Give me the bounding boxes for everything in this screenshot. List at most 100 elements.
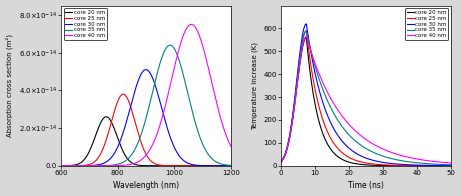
core 35 nm [219, 163, 224, 165]
core 20 nm [351, 162, 356, 164]
core 20 nm [426, 165, 432, 167]
core 40 nm [297, 59, 303, 62]
core 30 nm [343, 144, 349, 147]
core 40 nm [278, 161, 284, 163]
core 20 nm [297, 60, 303, 63]
core 40 nm [303, 35, 309, 38]
core 25 nm [351, 158, 356, 161]
core 25 nm [125, 99, 131, 101]
core 40 nm [219, 119, 224, 121]
Line: core 40 nm: core 40 nm [281, 36, 451, 163]
core 30 nm [125, 115, 131, 117]
core 35 nm [307, 47, 313, 49]
Line: core 30 nm: core 30 nm [281, 24, 451, 166]
core 25 nm [134, 125, 139, 128]
core 25 nm [85, 164, 91, 166]
core 35 nm [85, 165, 91, 167]
core 40 nm [343, 120, 349, 122]
core 35 nm [426, 163, 432, 165]
core 30 nm [307, 48, 313, 51]
core 35 nm [445, 163, 450, 166]
core 40 nm [239, 159, 244, 161]
core 30 nm [143, 68, 148, 71]
core 40 nm [85, 165, 91, 167]
core 20 nm [134, 163, 139, 166]
core 30 nm [303, 23, 309, 25]
core 35 nm [134, 145, 139, 148]
core 35 nm [297, 55, 303, 57]
core 25 nm [74, 164, 80, 167]
core 20 nm [278, 161, 284, 163]
core 25 nm [120, 93, 126, 95]
core 20 nm [74, 163, 80, 166]
core 35 nm [167, 44, 173, 46]
core 35 nm [239, 164, 244, 167]
core 35 nm [125, 158, 131, 160]
core 30 nm [448, 164, 454, 167]
core 20 nm [219, 165, 224, 167]
core 25 nm [239, 165, 244, 167]
core 25 nm [297, 55, 303, 57]
core 30 nm [426, 164, 432, 167]
core 25 nm [278, 161, 284, 163]
core 25 nm [426, 164, 432, 167]
core 40 nm [242, 161, 248, 163]
core 20 nm [307, 73, 313, 76]
X-axis label: Wavelength (nm): Wavelength (nm) [113, 181, 179, 191]
core 20 nm [343, 160, 349, 162]
core 25 nm [303, 30, 309, 32]
core 25 nm [53, 165, 58, 167]
core 35 nm [343, 130, 349, 133]
core 25 nm [448, 164, 454, 167]
core 25 nm [307, 61, 313, 63]
core 35 nm [448, 164, 454, 166]
core 20 nm [239, 165, 244, 167]
core 20 nm [242, 165, 248, 167]
core 40 nm [125, 164, 131, 166]
core 20 nm [303, 36, 309, 39]
core 40 nm [445, 162, 450, 164]
Legend: core 20 nm, core 25 nm, core 30 nm, core 35 nm, core 40 nm: core 20 nm, core 25 nm, core 30 nm, core… [405, 8, 448, 40]
Y-axis label: Temperature increase (K): Temperature increase (K) [251, 42, 258, 130]
core 25 nm [242, 165, 248, 167]
core 35 nm [242, 164, 248, 167]
core 40 nm [426, 160, 432, 162]
core 20 nm [53, 165, 58, 167]
core 30 nm [219, 165, 224, 167]
core 20 nm [125, 158, 131, 161]
core 40 nm [448, 162, 454, 164]
core 25 nm [219, 165, 224, 167]
core 40 nm [53, 165, 58, 167]
core 30 nm [134, 85, 139, 88]
core 35 nm [53, 165, 58, 167]
X-axis label: Time (ns): Time (ns) [348, 181, 384, 191]
core 40 nm [351, 128, 356, 130]
core 30 nm [445, 164, 450, 167]
Line: core 35 nm: core 35 nm [281, 31, 451, 165]
core 40 nm [189, 23, 194, 25]
Line: core 20 nm: core 20 nm [55, 117, 245, 166]
core 40 nm [134, 162, 139, 164]
core 40 nm [307, 48, 313, 51]
Line: core 20 nm: core 20 nm [281, 38, 451, 166]
Line: core 30 nm: core 30 nm [55, 70, 245, 166]
core 20 nm [103, 116, 109, 118]
core 25 nm [343, 154, 349, 157]
Legend: core 20 nm, core 25 nm, core 30 nm, core 35 nm, core 40 nm: core 20 nm, core 25 nm, core 30 nm, core… [64, 8, 106, 40]
Line: core 35 nm: core 35 nm [55, 45, 245, 166]
core 20 nm [448, 165, 454, 167]
core 30 nm [278, 161, 284, 163]
core 20 nm [445, 165, 450, 167]
core 35 nm [74, 165, 80, 167]
core 40 nm [74, 165, 80, 167]
core 30 nm [53, 165, 58, 167]
core 30 nm [297, 49, 303, 52]
core 20 nm [85, 153, 91, 155]
Line: core 40 nm: core 40 nm [55, 24, 245, 166]
Y-axis label: Absorption cross section (m²): Absorption cross section (m²) [6, 34, 13, 137]
core 30 nm [242, 165, 248, 167]
core 35 nm [351, 138, 356, 141]
Line: core 25 nm: core 25 nm [55, 94, 245, 166]
core 25 nm [445, 164, 450, 167]
core 30 nm [239, 165, 244, 167]
